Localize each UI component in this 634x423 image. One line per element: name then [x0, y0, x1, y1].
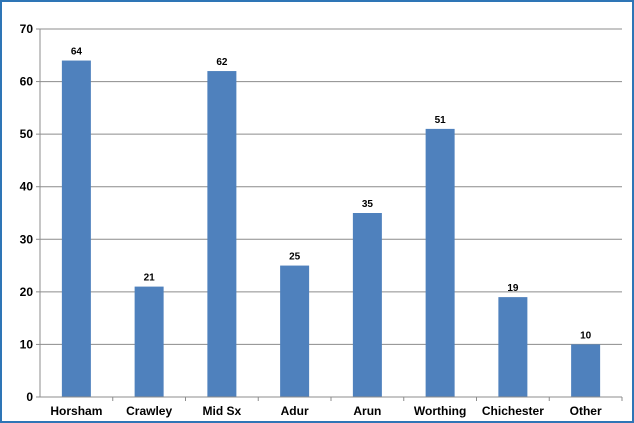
- y-tick-label: 0: [26, 390, 33, 404]
- data-label: 10: [580, 330, 592, 341]
- data-label: 35: [362, 199, 374, 210]
- data-label: 51: [435, 115, 447, 126]
- x-tick-label: Other: [570, 404, 602, 418]
- x-tick-label: Arun: [353, 404, 381, 418]
- y-tick-label: 30: [20, 232, 34, 246]
- bar-arun: [352, 213, 382, 397]
- bar-horsham: [61, 60, 91, 398]
- y-tick-label: 70: [20, 22, 34, 36]
- data-labels: 64 21 62 25 35 51 19 10: [71, 47, 592, 342]
- bar-other: [571, 344, 601, 397]
- x-tick-label: Horsham: [50, 404, 102, 418]
- x-tick-label: Chichester: [482, 404, 544, 418]
- y-tick-label: 10: [20, 337, 34, 351]
- y-tick-label: 20: [20, 285, 34, 299]
- x-axis-ticks: Horsham Crawley Mid Sx Adur Arun Worthing Chic…: [50, 397, 623, 418]
- data-label: 25: [289, 252, 301, 263]
- bars: [61, 60, 601, 398]
- bar-chichester: [498, 297, 528, 397]
- data-label: 62: [216, 57, 228, 68]
- data-label: 19: [507, 283, 519, 294]
- y-tick-label: 60: [20, 75, 34, 89]
- x-tick-label: Mid Sx: [203, 404, 242, 418]
- x-tick-label: Worthing: [414, 404, 466, 418]
- data-label: 21: [144, 273, 156, 284]
- y-tick-label: 50: [20, 127, 34, 141]
- x-tick-label: Adur: [281, 404, 309, 418]
- bar-mid-sx: [207, 71, 237, 398]
- bar-adur: [280, 265, 310, 397]
- gridlines: [40, 28, 622, 345]
- bar-crawley: [134, 286, 164, 397]
- bar-worthing: [425, 128, 455, 397]
- data-label: 64: [71, 47, 83, 58]
- x-tick-label: Crawley: [126, 404, 172, 418]
- y-axis-ticks: 0 10 20 30 40 50 60 70: [20, 22, 40, 404]
- y-tick-label: 40: [20, 180, 34, 194]
